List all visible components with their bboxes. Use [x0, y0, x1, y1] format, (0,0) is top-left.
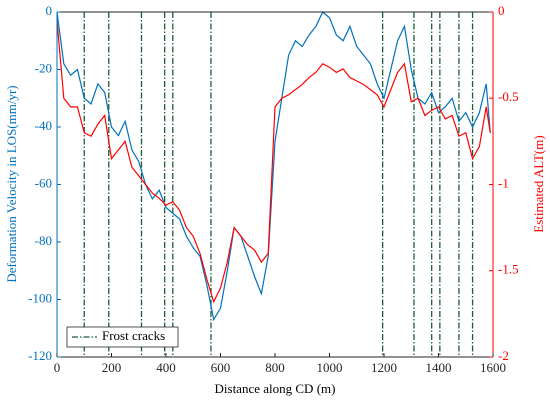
data-line	[56, 20, 491, 304]
y2-axis-label: Estimated ALT(m)	[531, 135, 546, 232]
y-tick-label: -20	[35, 60, 52, 75]
x-tick-label: 1000	[317, 360, 343, 375]
y2-tick-label: -2	[498, 348, 509, 363]
y-tick-label: 0	[46, 3, 53, 18]
y2-tick-label: 0	[498, 3, 505, 18]
y-tick-label: -60	[35, 175, 52, 190]
y-axis-label: Deformation Velocity in LOS(mm/yr)	[4, 85, 19, 282]
x-tick-label: 1200	[371, 360, 397, 375]
x-tick-label: 1400	[426, 360, 452, 375]
plot-area	[57, 12, 493, 357]
y-tick-label: -40	[35, 118, 52, 133]
y-tick-label: -100	[28, 290, 52, 305]
legend-label: Frost cracks	[102, 328, 165, 343]
y2-tick-label: -1	[498, 175, 509, 190]
legend-box	[66, 326, 179, 348]
x-tick-label: 0	[54, 360, 61, 375]
x-tick-label: 200	[102, 360, 122, 375]
y2-tick-label: -1.5	[498, 262, 519, 277]
y-tick-label: -120	[28, 348, 52, 363]
x-tick-label: 1600	[480, 360, 506, 375]
x-axis-label: Distance along CD (m)	[215, 381, 336, 396]
data-line	[56, 11, 491, 322]
x-tick-label: 600	[211, 360, 231, 375]
y2-tick-label: -0.5	[498, 89, 519, 104]
y-tick-label: -80	[35, 233, 52, 248]
x-tick-label: 800	[265, 360, 285, 375]
x-tick-label: 400	[156, 360, 176, 375]
